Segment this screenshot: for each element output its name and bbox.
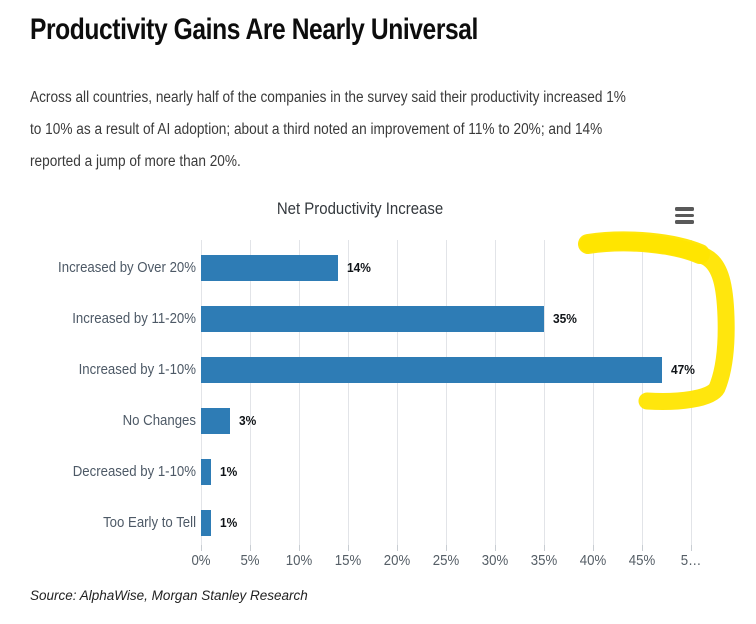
- category-label: Increased by Over 20%: [58, 259, 196, 276]
- value-label: 1%: [220, 515, 238, 530]
- axis-tick: [201, 545, 202, 551]
- chart-row: Too Early to Tell 1%: [30, 497, 746, 548]
- chart-row: Decreased by 1-10% 1%: [30, 446, 746, 497]
- bar-segment[interactable]: [201, 305, 544, 332]
- axis-tick: [299, 545, 300, 551]
- gridline: [201, 240, 202, 545]
- axis-tick: [348, 545, 349, 551]
- intro-paragraph: Across all countries, nearly half of the…: [30, 82, 707, 178]
- bar-segment[interactable]: [201, 356, 662, 383]
- intro-line: reported a jump of more than 20%.: [30, 153, 241, 170]
- axis-tick: [250, 545, 251, 551]
- chart-title: Net Productivity Increase: [276, 199, 444, 218]
- x-axis-tick-label: 40%: [579, 552, 607, 569]
- gridline: [299, 240, 300, 545]
- source-note: Source: AlphaWise, Morgan Stanley Resear…: [30, 588, 308, 603]
- value-label: 47%: [671, 362, 695, 377]
- bar-segment[interactable]: [201, 458, 211, 485]
- axis-tick: [397, 545, 398, 551]
- value-label: 35%: [553, 311, 577, 326]
- intro-line: Across all countries, nearly half of the…: [30, 89, 626, 106]
- bar-segment[interactable]: [201, 509, 211, 536]
- axis-tick: [446, 545, 447, 551]
- x-axis-tick-label: 35%: [530, 552, 558, 569]
- axis-tick: [593, 545, 594, 551]
- chart-row: Increased by 1-10% 47%: [30, 344, 746, 395]
- category-label: Decreased by 1-10%: [72, 463, 196, 480]
- x-axis-tick-label: 0%: [191, 552, 211, 569]
- gridline: [495, 240, 496, 545]
- bar-segment[interactable]: [201, 407, 230, 434]
- category-label: Increased by 11-20%: [72, 310, 196, 327]
- chart-container: Net Productivity Increase 0% 5% 10% 15% 20% 2…: [30, 195, 746, 590]
- axis-tick: [495, 545, 496, 551]
- x-axis-tick-label: 5…: [680, 552, 702, 569]
- x-axis-tick-label: 5%: [240, 552, 260, 569]
- category-label: Too Early to Tell: [103, 514, 196, 531]
- category-label: Increased by 1-10%: [78, 361, 196, 378]
- axis-tick: [642, 545, 643, 551]
- gridline: [397, 240, 398, 545]
- value-label: 1%: [220, 464, 238, 479]
- gridline: [446, 240, 447, 545]
- x-axis-tick-label: 25%: [432, 552, 460, 569]
- chart-row: Increased by 11-20% 35%: [30, 293, 746, 344]
- axis-tick: [544, 545, 545, 551]
- chart-row: No Changes 3%: [30, 395, 746, 446]
- value-label: 3%: [239, 413, 257, 428]
- x-axis-tick-label: 45%: [628, 552, 656, 569]
- value-label: 14%: [347, 260, 371, 275]
- x-axis-tick-label: 20%: [383, 552, 411, 569]
- gridline: [250, 240, 251, 545]
- bar-segment[interactable]: [201, 254, 338, 281]
- page-title: Productivity Gains Are Nearly Universal: [30, 13, 478, 46]
- x-axis-tick-label: 10%: [285, 552, 313, 569]
- category-label: No Changes: [122, 412, 196, 429]
- gridline: [544, 240, 545, 545]
- chart-row: Increased by Over 20% 14%: [30, 242, 746, 293]
- gridline: [348, 240, 349, 545]
- x-axis-tick-label: 15%: [334, 552, 362, 569]
- x-axis-tick-label: 30%: [481, 552, 509, 569]
- intro-line: to 10% as a result of AI adoption; about…: [30, 121, 603, 138]
- hamburger-menu-icon[interactable]: [675, 207, 694, 227]
- axis-tick: [691, 545, 692, 551]
